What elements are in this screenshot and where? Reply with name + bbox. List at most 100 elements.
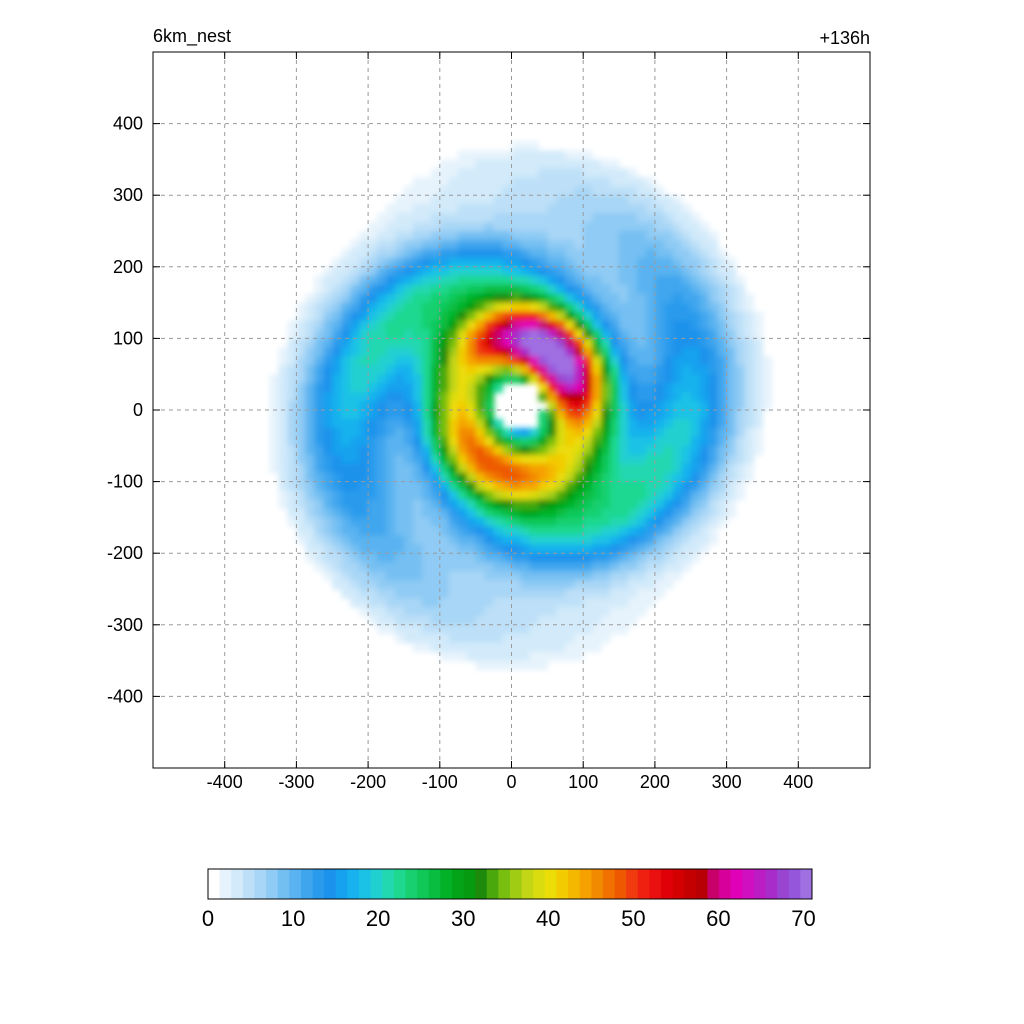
field-cell bbox=[654, 481, 665, 492]
field-cell bbox=[386, 311, 396, 322]
field-cell bbox=[699, 472, 710, 483]
field-cell bbox=[296, 418, 306, 429]
field-cell bbox=[359, 275, 369, 286]
y-tick-label: -200 bbox=[107, 543, 143, 563]
field-cell bbox=[619, 257, 629, 268]
field-cell bbox=[377, 526, 387, 536]
field-cell bbox=[601, 266, 611, 277]
field-cell bbox=[421, 347, 432, 357]
field-cell bbox=[421, 383, 432, 393]
field-cell bbox=[412, 222, 423, 232]
field-cell bbox=[332, 526, 342, 536]
field-cell bbox=[296, 410, 306, 420]
field-cell bbox=[574, 508, 584, 518]
field-cell bbox=[511, 329, 522, 339]
field-cell bbox=[448, 204, 459, 214]
field-cell bbox=[403, 401, 414, 411]
field-cell bbox=[493, 562, 504, 572]
field-cell bbox=[377, 347, 387, 357]
field-cell bbox=[332, 472, 342, 483]
field-cell bbox=[323, 356, 333, 366]
field-cell bbox=[592, 356, 602, 366]
field-cell bbox=[368, 266, 378, 277]
field-cell bbox=[654, 338, 665, 348]
field-cell bbox=[610, 481, 620, 492]
field-cell bbox=[314, 383, 324, 393]
field-cell bbox=[654, 472, 665, 483]
field-cell bbox=[601, 365, 611, 375]
field-cell bbox=[439, 257, 450, 268]
field-cell bbox=[314, 553, 324, 563]
field-cell bbox=[708, 418, 719, 429]
colorbar-swatch bbox=[579, 869, 592, 899]
field-cell bbox=[583, 410, 593, 420]
field-cell bbox=[457, 392, 468, 402]
field-cell bbox=[511, 427, 522, 438]
field-cell bbox=[726, 347, 737, 357]
field-cell bbox=[574, 633, 584, 644]
field-cell bbox=[314, 454, 324, 465]
field-cell bbox=[314, 374, 324, 384]
field-cell bbox=[601, 231, 611, 241]
field-cell bbox=[636, 383, 647, 393]
field-cell bbox=[601, 293, 611, 304]
field-cell bbox=[645, 311, 656, 322]
field-cell bbox=[699, 320, 710, 331]
field-cell bbox=[493, 589, 504, 599]
field-cell bbox=[574, 320, 584, 331]
field-cell bbox=[610, 195, 620, 205]
field-cell bbox=[421, 427, 432, 438]
field-cell bbox=[690, 329, 701, 339]
field-cell bbox=[556, 275, 566, 286]
field-cell bbox=[457, 401, 468, 411]
field-cell bbox=[654, 356, 665, 366]
field-cell bbox=[708, 454, 719, 465]
field-cell bbox=[547, 615, 557, 626]
field-cell bbox=[394, 472, 405, 483]
field-cell bbox=[663, 535, 674, 545]
field-cell bbox=[574, 615, 584, 626]
title-left: 6km_nest bbox=[153, 26, 231, 47]
field-cell bbox=[323, 517, 333, 527]
field-cell bbox=[475, 427, 486, 438]
field-cell bbox=[610, 544, 620, 554]
field-cell bbox=[359, 257, 369, 268]
field-cell bbox=[430, 204, 441, 214]
field-cell bbox=[726, 436, 737, 447]
colorbar-swatch bbox=[231, 869, 244, 899]
field-cell bbox=[323, 320, 333, 331]
field-cell bbox=[744, 472, 755, 483]
field-cell bbox=[493, 365, 504, 375]
field-cell bbox=[565, 580, 575, 590]
field-cell bbox=[394, 320, 405, 331]
field-cell bbox=[583, 365, 593, 375]
field-cell bbox=[457, 589, 468, 599]
colorbar-swatch bbox=[289, 869, 302, 899]
field-cell bbox=[556, 356, 566, 366]
field-cell bbox=[663, 517, 674, 527]
field-cell bbox=[690, 418, 701, 429]
field-cell bbox=[439, 168, 450, 178]
field-cell bbox=[556, 266, 566, 277]
field-cell bbox=[511, 562, 522, 572]
field-cell bbox=[583, 159, 593, 169]
field-cell bbox=[412, 472, 423, 483]
field-cell bbox=[412, 427, 423, 438]
field-cell bbox=[735, 490, 746, 501]
field-cell bbox=[744, 320, 755, 331]
field-cell bbox=[726, 508, 737, 518]
field-cell bbox=[502, 472, 513, 483]
field-cell bbox=[448, 517, 459, 527]
field-cell bbox=[305, 418, 315, 429]
field-cell bbox=[645, 401, 656, 411]
field-cell bbox=[394, 266, 405, 277]
field-cell bbox=[565, 248, 575, 259]
field-cell bbox=[493, 213, 504, 223]
field-cell bbox=[439, 517, 450, 527]
field-cell bbox=[430, 195, 441, 205]
field-cell bbox=[601, 311, 611, 322]
field-cell bbox=[708, 490, 719, 501]
field-cell bbox=[529, 562, 539, 572]
field-cell bbox=[628, 329, 638, 339]
field-cell bbox=[601, 427, 611, 438]
